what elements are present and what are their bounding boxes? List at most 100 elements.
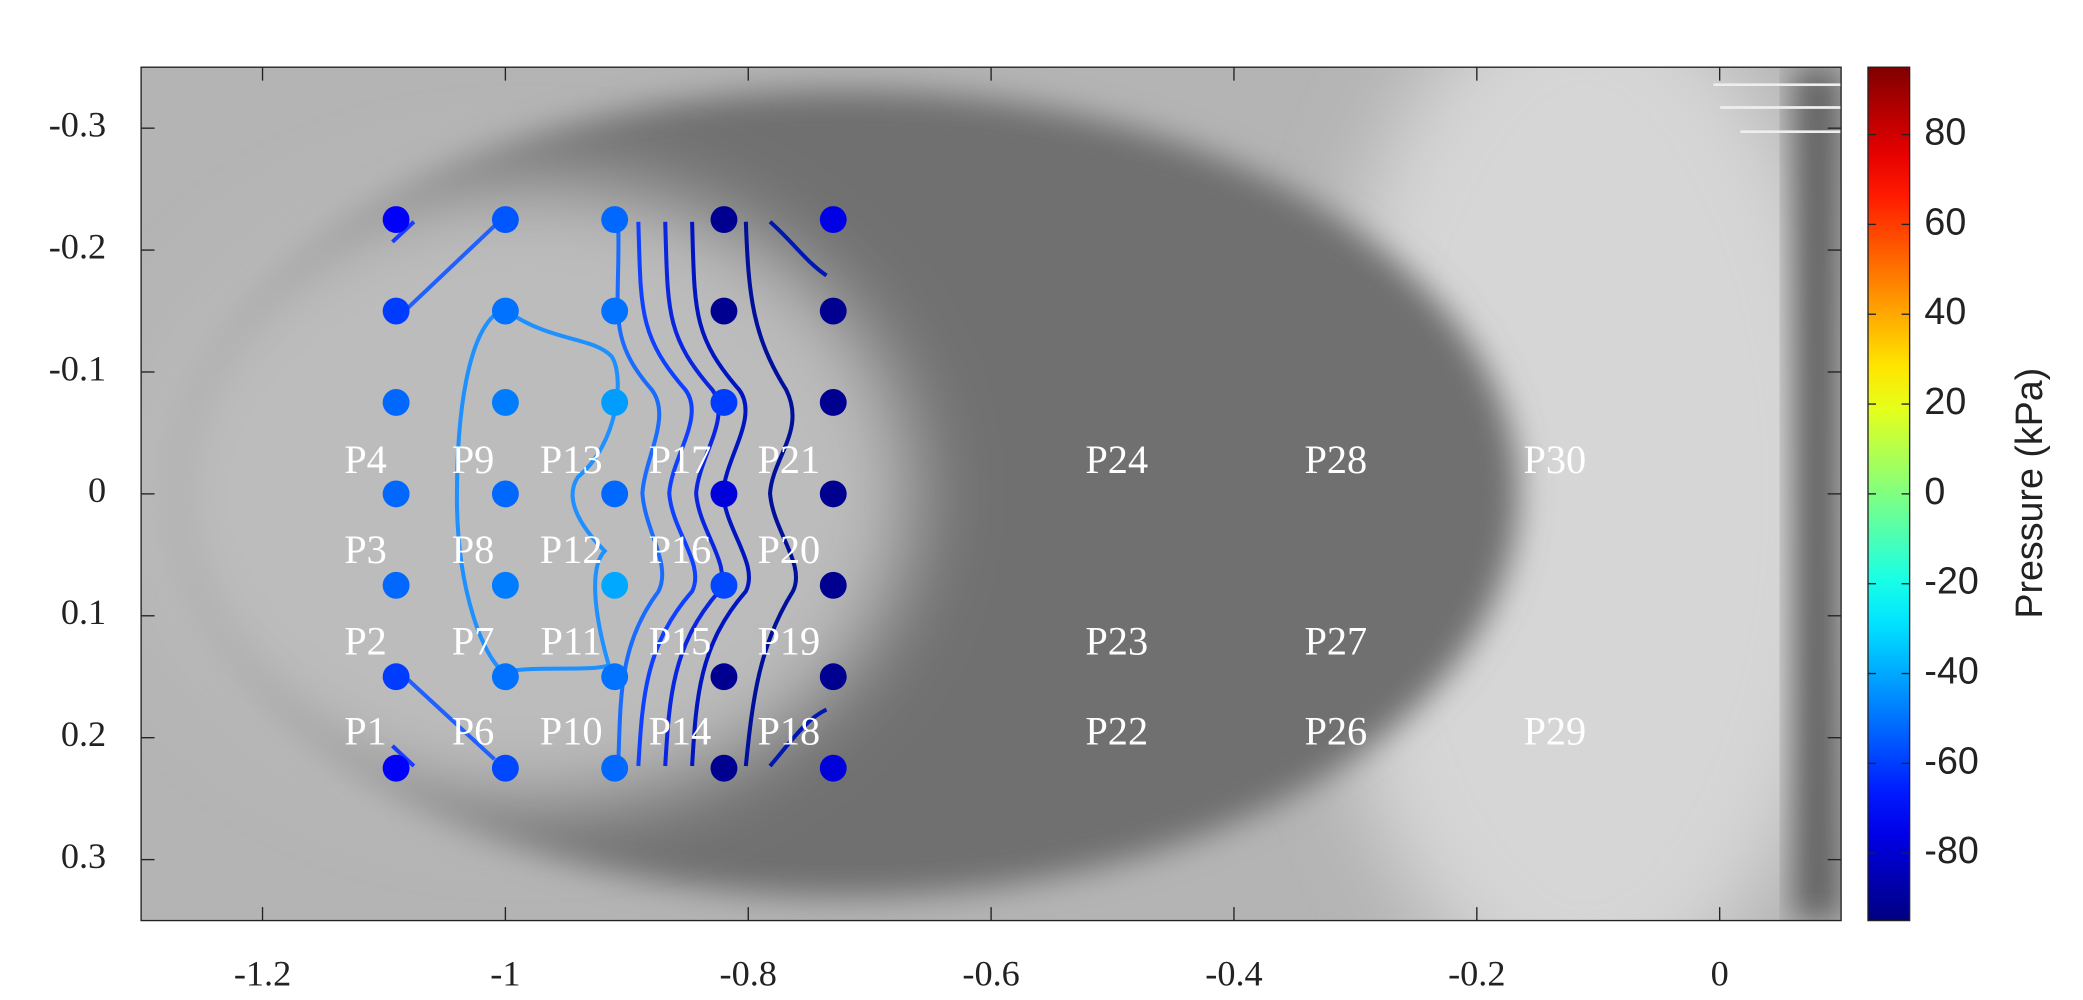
x-tick-label: -1.2 [234,953,291,993]
y-tick-label: 0.1 [61,592,106,632]
sensor-point [491,480,519,508]
sensor-label: P4 [344,437,387,482]
sensor-point [601,663,629,691]
sensor-point [819,663,847,691]
sensor-label: P22 [1085,708,1148,753]
y-tick-label: 0.2 [61,714,106,754]
sensor-point [819,389,847,416]
x-tick-label: -0.4 [1205,953,1262,993]
contour-line [391,663,496,761]
sensor-label: P9 [452,437,495,482]
sensor-point [382,754,410,782]
sensor-label: P6 [452,708,495,753]
sensor-point [710,297,738,325]
sensor-point [491,754,519,782]
sensor-point [710,663,738,691]
sensor-label: P17 [649,437,712,482]
sensor-point [601,389,629,416]
colorbar-tick-label: -20 [1924,560,1978,602]
sensor-point [601,297,629,325]
colorbar-tick-label: 20 [1924,380,1966,422]
sensor-point [819,754,847,782]
sensor-label: P1 [344,708,387,753]
sensor-label: P13 [540,437,603,482]
contour-line [743,221,799,767]
contour-line [768,220,828,278]
sensor-label: P3 [344,527,387,572]
colorbar-tick-label: -40 [1924,649,1978,691]
sensor-label: P23 [1085,618,1148,663]
contour-line [768,707,828,768]
x-tick-label: -0.8 [720,953,777,993]
sensor-point [710,389,738,416]
colorbar-tick-label: 0 [1924,470,1945,512]
sensor-point [819,571,847,599]
contour-line [391,224,496,325]
contour-line [391,220,416,244]
sensor-point [382,571,410,599]
sensor-point [710,754,738,782]
sensor-point [601,754,629,782]
sensor-label: P24 [1085,437,1148,482]
sensor-point [819,480,847,508]
sensor-label: P12 [540,527,603,572]
sensor-label: P7 [452,618,495,663]
colorbar-tick-label: -60 [1924,739,1978,781]
sensor-point [382,389,410,416]
background-image [141,67,1842,921]
x-tick-label: -0.2 [1448,953,1505,993]
sensor-label: P29 [1523,708,1586,753]
sensor-point [710,480,738,508]
sensor-point [491,389,519,416]
sensor-label: P21 [757,437,820,482]
sensor-label: P20 [757,527,820,572]
sensor-point [819,206,847,234]
sensor-label: P28 [1304,437,1367,482]
colorbar-label: Pressure (kPa) [2008,368,2050,619]
sensor-point [491,206,519,234]
colorbar-tick-label: 40 [1924,290,1966,332]
sensor-label: P11 [541,618,602,663]
sensor-label: P10 [540,708,603,753]
contour-line [663,221,725,767]
sensor-point [601,206,629,234]
y-tick-label: 0 [88,470,106,510]
y-tick-label: -0.3 [49,104,106,144]
sensor-label: P30 [1523,437,1586,482]
y-tick-label: 0.3 [61,836,106,876]
sensor-label: P8 [452,527,495,572]
sensor-point [382,206,410,234]
y-tick-label: -0.1 [49,348,106,388]
colorbar-tick-label: -80 [1924,829,1978,871]
y-tick-label: -0.2 [49,226,106,266]
sensor-point [382,480,410,508]
sensor-point [491,571,519,599]
x-tick-label: 0 [1711,953,1729,993]
contour-line [636,221,698,767]
colorbar-tick-label: 80 [1924,111,1966,153]
sensor-label: P16 [649,527,712,572]
x-tick-label: -0.6 [962,953,1019,993]
sensor-label: P27 [1304,618,1367,663]
sensor-label: P14 [649,708,712,753]
sensor-point [601,480,629,508]
x-tick-label: -1 [490,953,520,993]
contours [391,220,828,768]
sensor-point [491,297,519,325]
sensor-label: P26 [1304,708,1367,753]
sensor-label: P2 [344,618,387,663]
sensor-point [382,663,410,691]
contour-line [454,307,620,675]
sensor-point [819,297,847,325]
sensor-point [710,571,738,599]
sensor-label: P19 [757,618,820,663]
sensor-point [382,297,410,325]
contour-line [615,221,665,767]
contour-line [391,744,416,768]
sensor-point [601,571,629,599]
sensor-label: P15 [649,618,712,663]
sensor-label: P18 [757,708,820,753]
sensor-point [491,663,519,691]
